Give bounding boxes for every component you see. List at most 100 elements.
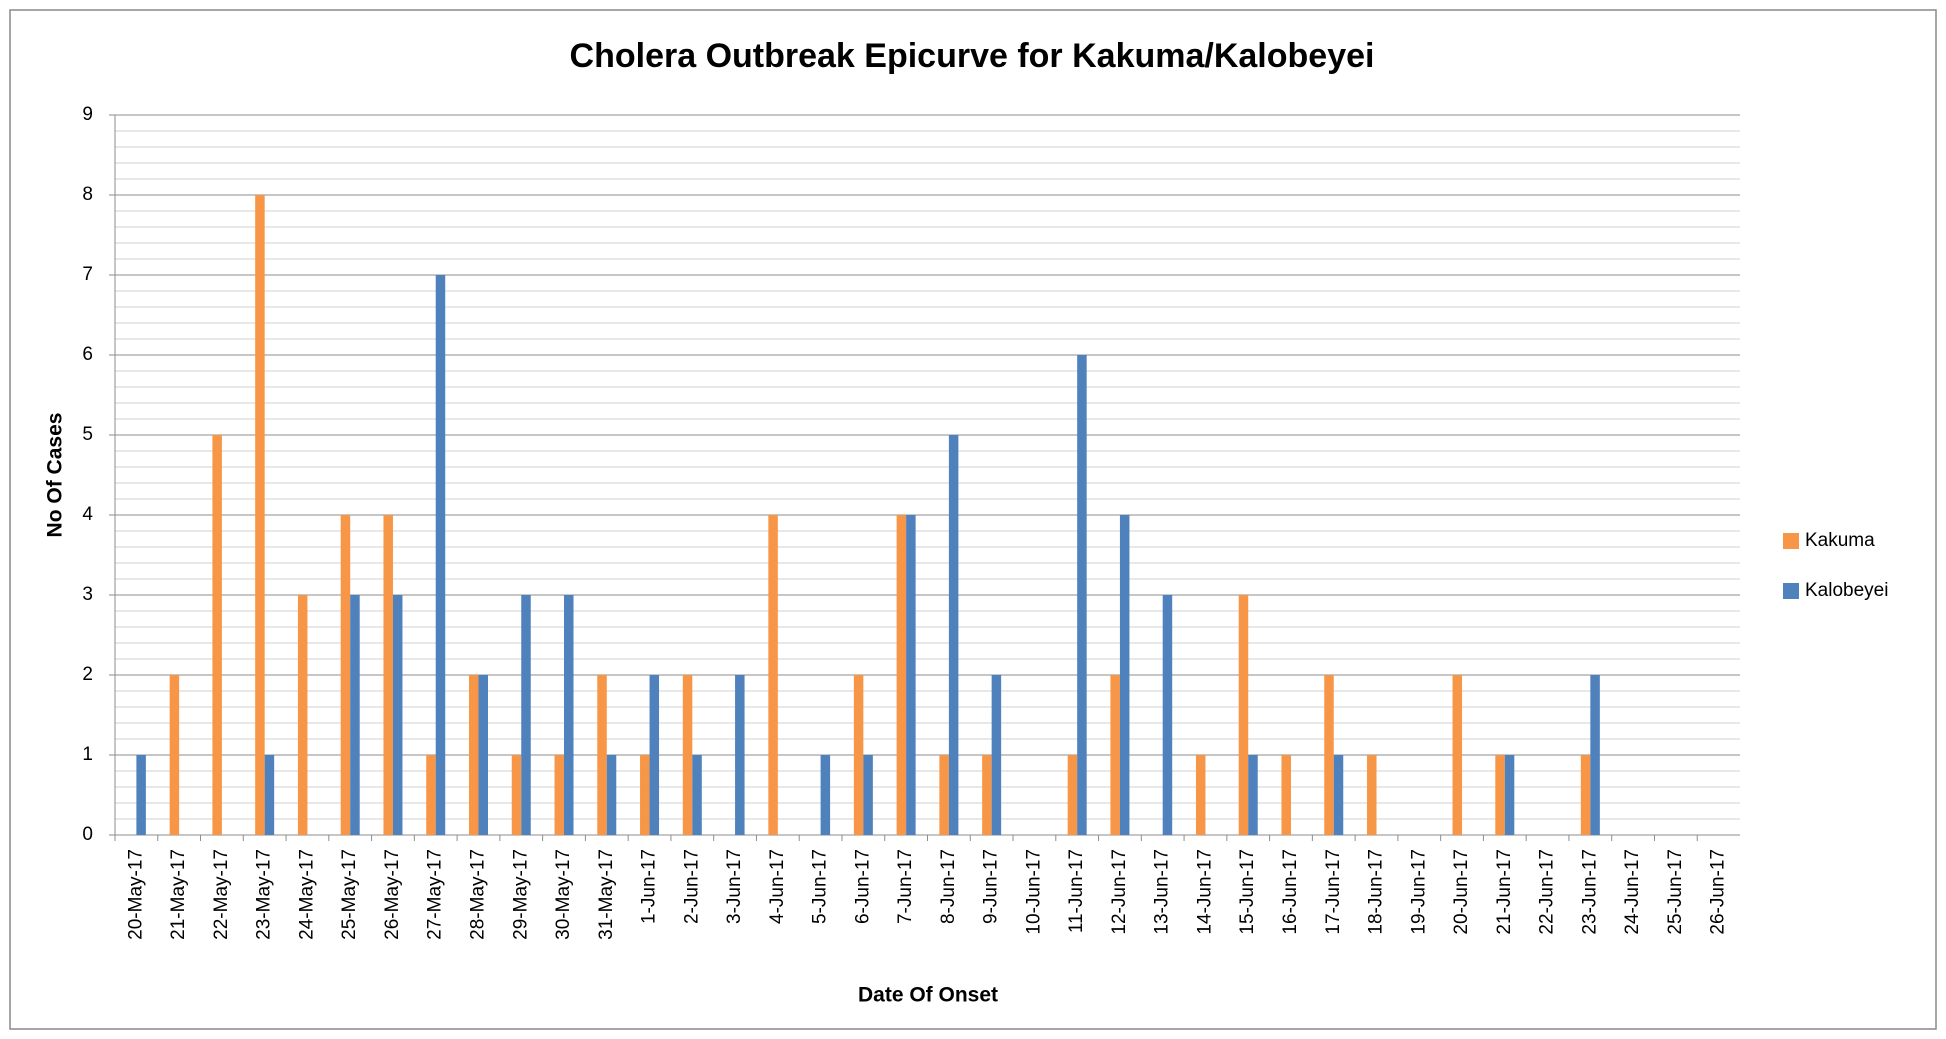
legend-swatch bbox=[1783, 583, 1799, 599]
x-tick-label: 20-May-17 bbox=[125, 849, 146, 940]
bar bbox=[820, 755, 831, 835]
bar bbox=[468, 675, 479, 835]
x-tick-label: 7-Jun-17 bbox=[895, 849, 916, 924]
x-tick-label: 8-Jun-17 bbox=[938, 849, 959, 924]
bar bbox=[478, 675, 488, 835]
y-tick-label: 2 bbox=[82, 664, 93, 685]
bar bbox=[511, 755, 522, 835]
x-tick-label: 6-Jun-17 bbox=[852, 849, 873, 924]
x-tick-label: 12-Jun-17 bbox=[1109, 849, 1130, 935]
bar bbox=[136, 755, 146, 835]
x-tick-label: 24-Jun-17 bbox=[1622, 849, 1643, 935]
bar bbox=[426, 755, 436, 835]
bar bbox=[597, 675, 607, 835]
chart-title: Cholera Outbreak Epicurve for Kakuma/Kal… bbox=[570, 37, 1375, 75]
chart-border bbox=[9, 9, 1937, 1030]
bar bbox=[1580, 755, 1591, 835]
bar bbox=[1590, 675, 1600, 835]
x-tick-label: 20-Jun-17 bbox=[1451, 849, 1472, 935]
x-tick-label: 19-Jun-17 bbox=[1408, 849, 1429, 935]
bar bbox=[1333, 755, 1344, 835]
x-tick-label: 22-Jun-17 bbox=[1537, 849, 1558, 935]
x-tick-label: 22-May-17 bbox=[211, 849, 232, 940]
bar bbox=[1067, 755, 1078, 835]
x-tick-label: 11-Jun-17 bbox=[1066, 849, 1087, 933]
bar bbox=[1495, 755, 1505, 835]
bar bbox=[255, 195, 265, 835]
bar bbox=[1195, 755, 1206, 835]
x-tick-label: 29-May-17 bbox=[510, 849, 531, 940]
bar bbox=[554, 755, 565, 835]
bar bbox=[606, 755, 617, 835]
bar bbox=[863, 755, 873, 835]
bar bbox=[1367, 755, 1377, 835]
y-tick-label: 7 bbox=[82, 264, 93, 285]
legend-label: Kalobeyei bbox=[1805, 580, 1888, 601]
x-tick-label: 26-Jun-17 bbox=[1708, 849, 1729, 935]
bar bbox=[853, 675, 864, 835]
bar bbox=[1504, 755, 1515, 835]
legend-label: Kakuma bbox=[1805, 530, 1875, 551]
x-tick-label: 24-May-17 bbox=[296, 849, 317, 940]
y-tick-label: 3 bbox=[82, 584, 93, 605]
x-tick-label: 31-May-17 bbox=[596, 849, 617, 940]
bar bbox=[982, 755, 992, 835]
y-tick-label: 4 bbox=[82, 504, 93, 525]
x-tick-label: 21-Jun-17 bbox=[1494, 849, 1515, 935]
x-tick-label: 28-May-17 bbox=[468, 849, 489, 940]
bar bbox=[1077, 355, 1087, 835]
x-tick-label: 25-Jun-17 bbox=[1665, 849, 1686, 935]
x-tick-label: 4-Jun-17 bbox=[767, 849, 788, 924]
y-tick-label: 0 bbox=[82, 824, 93, 845]
x-tick-label: 25-May-17 bbox=[339, 849, 360, 940]
x-tick-label: 21-May-17 bbox=[168, 849, 189, 940]
bar bbox=[1238, 595, 1249, 835]
bar bbox=[169, 675, 180, 835]
bar bbox=[1110, 675, 1120, 835]
bar bbox=[649, 675, 660, 835]
bar bbox=[1119, 515, 1130, 835]
y-tick-label: 5 bbox=[82, 424, 93, 445]
bar bbox=[735, 675, 745, 835]
bar bbox=[948, 435, 959, 835]
x-tick-label: 15-Jun-17 bbox=[1237, 849, 1258, 935]
bar bbox=[564, 595, 574, 835]
bar bbox=[521, 595, 531, 835]
bar bbox=[640, 755, 650, 835]
bar bbox=[682, 675, 693, 835]
x-tick-label: 23-Jun-17 bbox=[1579, 849, 1600, 935]
x-tick-label: 17-Jun-17 bbox=[1323, 849, 1344, 935]
x-tick-label: 30-May-17 bbox=[553, 849, 574, 940]
y-tick-label: 6 bbox=[82, 344, 93, 365]
y-tick-label: 8 bbox=[82, 184, 93, 205]
y-tick-label: 9 bbox=[82, 104, 93, 125]
bar bbox=[1324, 675, 1334, 835]
x-tick-label: 10-Jun-17 bbox=[1023, 849, 1044, 935]
x-tick-label: 1-Jun-17 bbox=[639, 849, 660, 924]
bar bbox=[1281, 755, 1291, 835]
bar bbox=[692, 755, 702, 835]
x-tick-label: 2-Jun-17 bbox=[681, 849, 702, 924]
x-tick-label: 3-Jun-17 bbox=[724, 849, 745, 924]
y-tick-label: 1 bbox=[82, 744, 93, 765]
bar bbox=[896, 515, 907, 835]
bar bbox=[991, 675, 1002, 835]
bar bbox=[340, 515, 351, 835]
bar bbox=[435, 275, 446, 835]
x-tick-label: 23-May-17 bbox=[254, 849, 275, 940]
bar bbox=[297, 595, 308, 835]
x-tick-label: 16-Jun-17 bbox=[1280, 849, 1301, 935]
x-axis-label: Date Of Onset bbox=[858, 984, 998, 1007]
x-tick-label: 13-Jun-17 bbox=[1152, 849, 1173, 935]
bar bbox=[383, 515, 393, 835]
bar bbox=[939, 755, 949, 835]
bar bbox=[212, 435, 222, 835]
bar bbox=[768, 515, 778, 835]
bar bbox=[906, 515, 916, 835]
y-axis-label: No Of Cases bbox=[44, 413, 67, 538]
bar bbox=[1162, 595, 1173, 835]
bar bbox=[1248, 755, 1258, 835]
legend-swatch bbox=[1783, 533, 1799, 549]
x-tick-label: 9-Jun-17 bbox=[981, 849, 1002, 924]
